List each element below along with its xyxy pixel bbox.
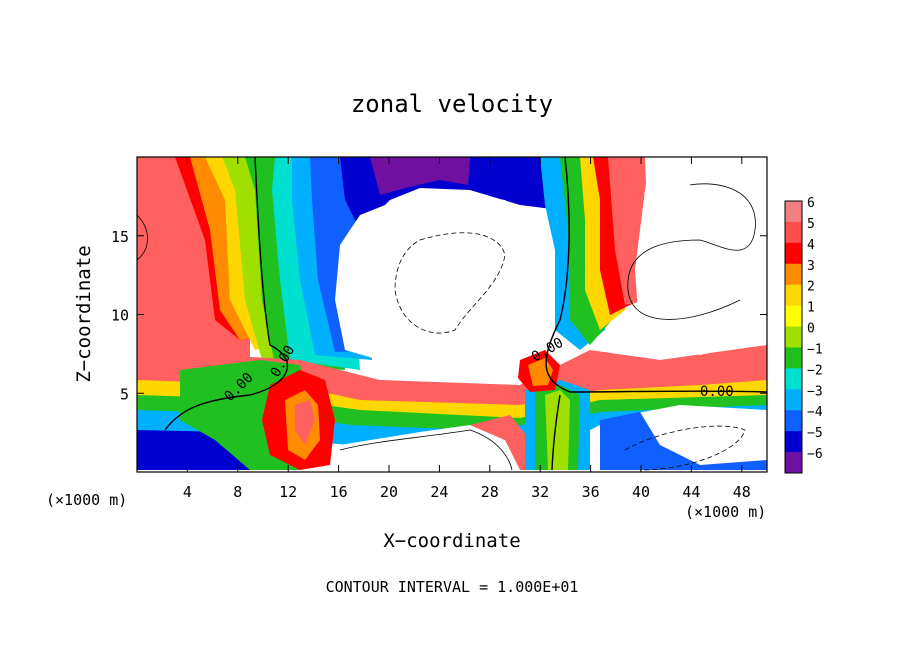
x-axis-label: X−coordinate xyxy=(383,530,520,552)
x-tick-label: 16 xyxy=(330,483,348,501)
field-lowcenter-white xyxy=(340,425,520,470)
contour-zero-left xyxy=(164,157,289,431)
colorbar-swatch xyxy=(785,326,802,348)
x-tick-label: 20 xyxy=(380,483,398,501)
colorbar-swatch xyxy=(785,242,802,265)
colorbar-swatch xyxy=(785,284,802,307)
colorbar-label: −5 xyxy=(807,426,823,441)
field-stem-yellow xyxy=(545,390,570,470)
contour-positive-right xyxy=(627,183,756,320)
field-lowleft-pink xyxy=(295,400,315,445)
contour-positive-lowcenter xyxy=(339,429,513,471)
colorbar-swatch xyxy=(785,452,802,474)
y-axis: 5 10 15 xyxy=(111,228,767,403)
contour-label: 0.00 xyxy=(700,384,734,400)
y-axis-label: Z−coordinate xyxy=(73,245,95,382)
plot-field xyxy=(137,157,767,472)
x-tick-label: 32 xyxy=(531,483,549,501)
colorbar-label: 2 xyxy=(807,280,815,295)
colorbar-label: 3 xyxy=(807,259,815,274)
field-lowright-blue xyxy=(600,412,767,470)
y-tick-label: 10 xyxy=(111,307,129,325)
colorbar-swatch xyxy=(785,389,802,411)
field-top-purple xyxy=(370,157,470,195)
x-tick-label: 12 xyxy=(279,483,297,501)
x-tick-label: 48 xyxy=(733,483,751,501)
x-tick-label: 40 xyxy=(632,483,650,501)
x-axis: 4 8 12 16 20 24 28 32 36 40 44 48 xyxy=(183,157,751,501)
field-center-blob xyxy=(335,190,552,360)
colorbar-label: −6 xyxy=(807,447,823,462)
x-tick-label: 4 xyxy=(183,483,192,501)
x-tick-label: 28 xyxy=(481,483,499,501)
colorbar-swatch xyxy=(785,201,802,223)
colorbar-label: −3 xyxy=(807,384,823,399)
colorbar-swatch xyxy=(785,431,802,453)
contour-zero-stem xyxy=(551,394,561,471)
y-tick-label: 5 xyxy=(120,385,129,403)
colorbar-swatch xyxy=(785,221,802,244)
field-lowcenter-pink xyxy=(470,415,540,470)
contour-positive-left xyxy=(137,214,148,261)
colorbar: 6 5 4 3 2 1 0 −1 −2 −3 −4 −5 −6 xyxy=(784,196,823,474)
x-tick-label: 8 xyxy=(233,483,242,501)
colorbar-label: 4 xyxy=(807,238,815,253)
colorbar-swatch xyxy=(785,368,802,390)
contour-zero-right xyxy=(545,157,767,393)
colorbar-swatch xyxy=(785,347,802,369)
y-tick-label: 15 xyxy=(111,228,129,246)
colorbar-label: 0 xyxy=(807,322,815,337)
colorbar-label: −4 xyxy=(807,405,823,420)
x-tick-label: 36 xyxy=(582,483,600,501)
footer-note: CONTOUR INTERVAL = 1.000E+01 xyxy=(326,578,579,596)
colorbar-swatch xyxy=(785,305,802,328)
x-unit-left: (×1000 m) xyxy=(46,491,127,509)
chart-title: zonal velocity xyxy=(351,90,553,118)
colorbar-label: 1 xyxy=(807,301,815,316)
colorbar-swatch xyxy=(785,263,802,286)
colorbar-frame xyxy=(784,200,803,474)
x-unit-right: (×1000 m) xyxy=(685,503,766,521)
colorbar-label: −1 xyxy=(807,342,823,357)
contour-negative-lowright xyxy=(624,425,746,471)
colorbar-label: 6 xyxy=(807,196,815,211)
colorbar-label: 5 xyxy=(807,217,815,232)
x-tick-label: 24 xyxy=(430,483,448,501)
colorbar-swatch xyxy=(785,410,802,432)
field-upright-white xyxy=(635,157,767,355)
x-tick-label: 44 xyxy=(682,483,700,501)
colorbar-label: −2 xyxy=(807,363,823,378)
